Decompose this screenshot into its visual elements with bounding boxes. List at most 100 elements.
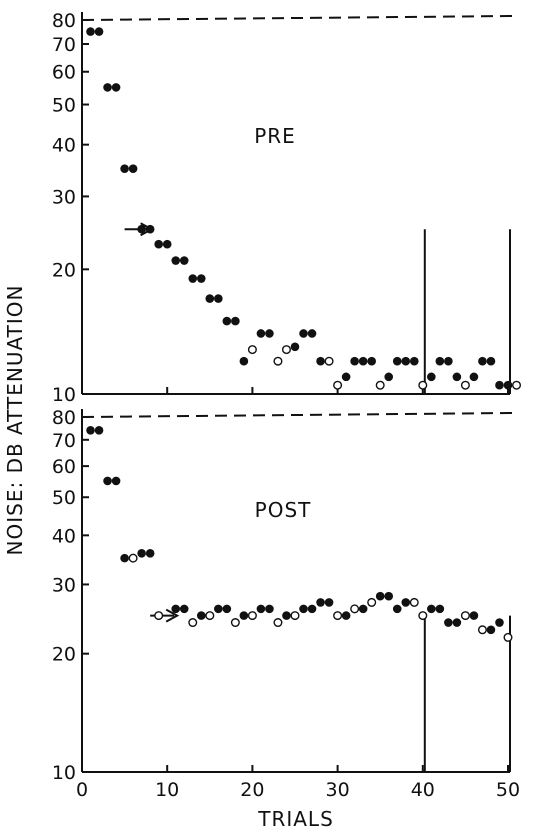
post-y-tick-label: 40 [52, 525, 76, 547]
post-point-filled [179, 604, 189, 614]
pre-point-filled [128, 164, 138, 173]
pre-point-filled [214, 294, 223, 303]
post-point-filled [239, 611, 249, 620]
post-point-filled [469, 611, 479, 620]
pre-point-filled [231, 316, 240, 326]
post-point-filled [256, 604, 266, 614]
pre-point-filled [154, 239, 163, 249]
pre-point-filled [358, 356, 368, 366]
pre-point-filled [435, 356, 445, 366]
pre-point-filled [444, 356, 453, 366]
post-point-open [333, 611, 343, 621]
pre-point-filled [341, 372, 351, 382]
post-point-filled [171, 604, 181, 614]
post-point-filled [196, 611, 206, 620]
post-point-filled [375, 591, 385, 601]
post-point-filled [282, 611, 291, 620]
pre-y-tick-label: 10 [52, 384, 76, 406]
post-point-filled [358, 604, 368, 614]
pre-point-filled [111, 83, 121, 92]
post-point-filled [495, 618, 504, 627]
post-y-tick-label: 70 [52, 430, 76, 452]
post-point-filled [324, 598, 334, 607]
marks-layer [86, 27, 522, 642]
pre-y-tick-label: 40 [52, 135, 76, 157]
pre-point-open [460, 380, 470, 390]
pre-point-filled [401, 356, 411, 366]
post-point-open [247, 611, 257, 621]
post-reference-line [81, 412, 513, 418]
x-axis-label: TRIALS [257, 807, 334, 831]
pre-point-filled [486, 356, 496, 366]
x-tick-label: 40 [411, 779, 435, 801]
post-point-filled [120, 553, 129, 563]
pre-point-filled [145, 224, 155, 234]
pre-point-filled [299, 329, 308, 338]
pre-point-filled [222, 316, 232, 326]
pre-point-open [273, 356, 283, 366]
post-point-filled [486, 625, 496, 635]
pre-point-filled [196, 274, 206, 283]
pre-point-open [247, 345, 257, 355]
pre-point-open [333, 380, 343, 390]
pre-point-filled [469, 372, 479, 382]
post-point-filled [392, 604, 402, 614]
post-y-tick-label: 50 [52, 487, 76, 509]
pre-point-filled [256, 329, 266, 338]
x-tick-label: 10 [155, 779, 179, 801]
x-tick-label: 30 [326, 779, 350, 801]
post-point-filled [103, 476, 112, 486]
pre-point-open [324, 356, 334, 366]
pre-y-tick-label: 50 [52, 95, 76, 117]
post-point-open [205, 611, 215, 621]
pre-point-filled [307, 329, 317, 338]
pre-point-open [418, 380, 428, 390]
post-point-filled [427, 604, 436, 614]
pre-point-filled [120, 164, 129, 173]
post-point-open [460, 611, 470, 621]
pre-point-filled [367, 356, 376, 366]
pre-point-filled [188, 274, 198, 283]
post-point-open [409, 597, 419, 607]
pre-y-tick-label: 80 [52, 10, 76, 32]
post-point-open [273, 618, 283, 628]
post-point-open [350, 604, 360, 614]
pre-y-tick-label: 60 [52, 62, 76, 84]
pre-point-filled [179, 256, 189, 265]
pre-point-filled [478, 356, 487, 366]
pre-point-filled [350, 356, 359, 366]
pre-point-filled [86, 27, 95, 36]
post-point-open [230, 618, 240, 628]
post-y-tick-label: 60 [52, 456, 76, 478]
pre-point-filled [452, 372, 462, 382]
post-point-open [418, 611, 428, 621]
pre-point-filled [409, 356, 419, 366]
post-y-tick-label: 20 [52, 644, 76, 666]
post-point-filled [145, 549, 155, 558]
pre-point-filled [316, 356, 325, 366]
post-point-filled [316, 598, 325, 607]
post-point-open [154, 611, 164, 621]
post-point-filled [265, 604, 274, 614]
pre-point-filled [162, 239, 172, 249]
post-y-tick-label: 30 [52, 574, 76, 596]
pre-point-filled [103, 83, 112, 92]
pre-panel-title: PRE [254, 124, 296, 148]
post-point-filled [299, 604, 308, 614]
post-point-open [290, 611, 300, 621]
pre-y-tick-label: 30 [52, 186, 76, 208]
post-point-filled [86, 426, 95, 435]
pre-point-filled [503, 380, 513, 390]
pre-point-open [512, 380, 522, 390]
x-tick-label: 50 [496, 779, 520, 801]
pre-point-filled [94, 27, 104, 36]
post-panel-title: POST [255, 498, 312, 522]
post-point-filled [435, 604, 445, 614]
post-point-open [367, 597, 377, 607]
post-point-open [188, 618, 198, 628]
y-axis-label: NOISE: DB ATTENUATION [3, 285, 27, 556]
pre-point-filled [205, 294, 215, 303]
pre-point-open [375, 380, 385, 390]
post-point-filled [137, 549, 146, 558]
